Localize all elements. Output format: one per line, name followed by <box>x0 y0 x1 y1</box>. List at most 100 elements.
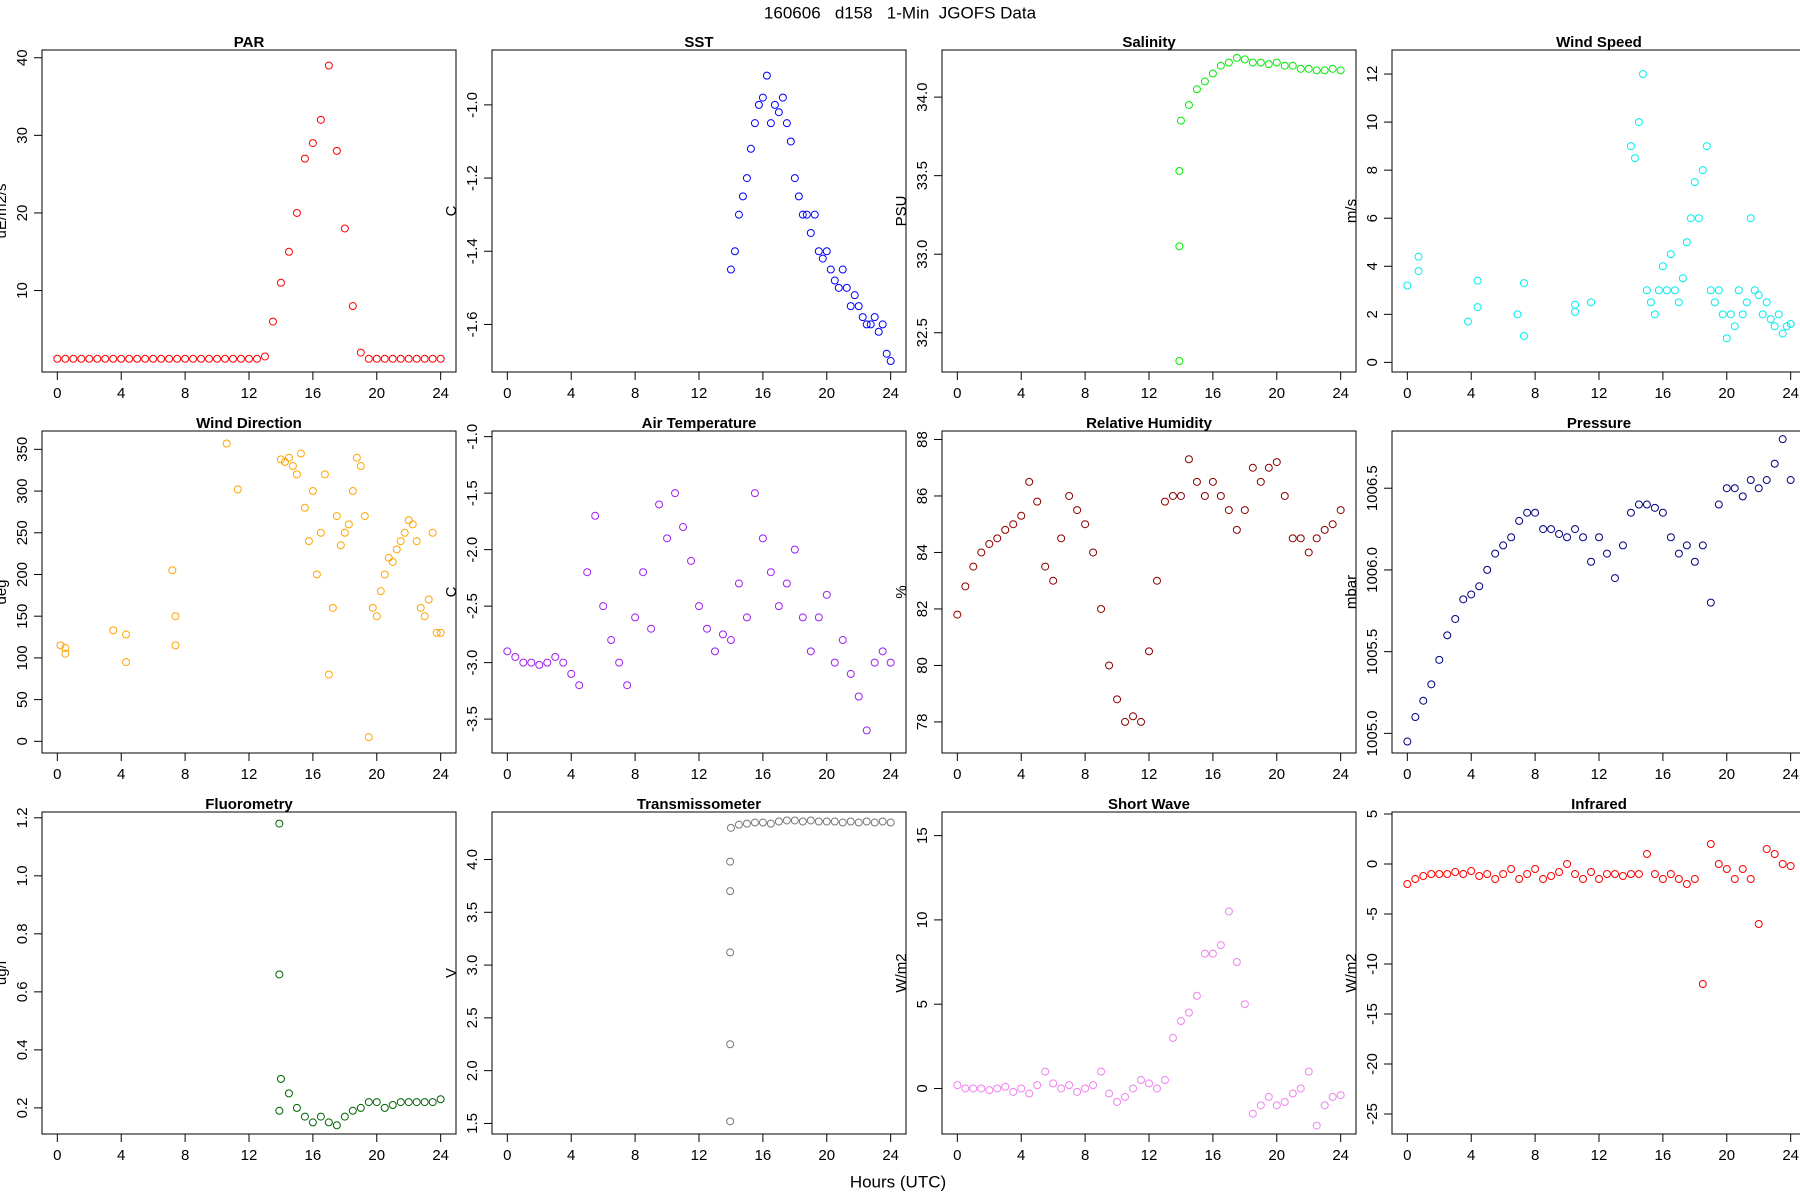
y-tick-label: 1.2 <box>14 807 31 828</box>
data-point <box>1563 860 1572 868</box>
data-point <box>380 570 389 579</box>
y-tick-label: 150 <box>14 604 31 629</box>
data-point <box>1531 508 1540 517</box>
data-point <box>1216 61 1225 70</box>
data-point <box>726 823 735 832</box>
x-tick-label: 8 <box>1081 766 1089 783</box>
data-point <box>1240 55 1249 64</box>
x-tick-label: 8 <box>631 1147 639 1164</box>
x-tick-label: 0 <box>953 766 961 783</box>
data-point <box>1175 242 1184 251</box>
data-point <box>1280 61 1289 70</box>
data-point <box>1706 840 1715 848</box>
data-point <box>1483 565 1492 574</box>
plot-frame <box>41 811 457 1135</box>
y-tick-label: 32.5 <box>914 318 931 347</box>
data-point <box>961 582 970 591</box>
data-point <box>1296 64 1305 73</box>
data-point <box>527 658 536 667</box>
data-point <box>312 570 321 579</box>
data-point <box>886 357 895 366</box>
data-point <box>213 354 222 363</box>
y-tick-label: 15 <box>914 827 931 844</box>
data-point <box>607 636 616 645</box>
x-tick-label: 24 <box>1782 766 1799 783</box>
data-point <box>1734 286 1743 295</box>
x-tick-label: 0 <box>503 766 511 783</box>
data-point <box>1208 949 1217 958</box>
data-point <box>292 1103 301 1112</box>
data-point <box>1009 520 1018 529</box>
data-point <box>316 528 325 537</box>
panel-title: Relative Humidity <box>1086 415 1213 432</box>
data-point <box>1714 500 1723 509</box>
data-point <box>122 630 131 639</box>
panel-title: Fluorometry <box>205 796 293 813</box>
x-tick-label: 20 <box>818 1147 835 1164</box>
data-point <box>364 354 373 363</box>
data-point <box>360 512 369 521</box>
data-point <box>969 562 978 571</box>
data-point <box>1121 717 1130 726</box>
data-point <box>1694 214 1703 223</box>
y-tick-label: 0.2 <box>14 1097 31 1118</box>
data-point <box>171 612 180 621</box>
x-tick-label: 4 <box>1017 766 1025 783</box>
data-point <box>252 354 261 363</box>
y-tick-label: -25 <box>1364 1103 1381 1125</box>
y-tick-label: 8 <box>1364 166 1381 174</box>
data-point <box>1746 875 1755 883</box>
data-point <box>794 192 803 201</box>
data-point <box>300 154 309 163</box>
data-point <box>380 354 389 363</box>
data-point <box>1547 525 1556 534</box>
panel-title: Salinity <box>1122 34 1176 51</box>
data-point <box>862 817 871 826</box>
data-point <box>1280 1097 1289 1106</box>
data-point <box>878 647 887 656</box>
data-point <box>1467 867 1476 875</box>
data-point <box>1670 286 1679 295</box>
data-point <box>420 354 429 363</box>
data-point <box>1025 1089 1034 1098</box>
data-point <box>1774 310 1783 319</box>
panel-title: Wind Direction <box>196 415 302 432</box>
data-point <box>1443 631 1452 640</box>
y-tick-label: 3.0 <box>464 955 481 976</box>
x-tick-label: 12 <box>241 1147 258 1164</box>
data-point <box>1523 870 1532 878</box>
data-point <box>687 556 696 565</box>
data-point <box>1563 533 1572 542</box>
x-tick-label: 0 <box>53 766 61 783</box>
data-point <box>1168 491 1177 500</box>
data-point <box>1507 533 1516 542</box>
data-point <box>85 354 94 363</box>
data-point <box>1571 307 1580 316</box>
y-tick-label: 12 <box>1364 66 1381 83</box>
y-tick-label: 30 <box>14 127 31 144</box>
x-tick-label: 24 <box>1332 1147 1349 1164</box>
data-point <box>583 568 592 577</box>
y-tick-label: 300 <box>14 479 31 504</box>
y-tick-label: 1006.5 <box>1364 465 1381 511</box>
data-point <box>1642 500 1651 509</box>
data-point <box>718 630 727 639</box>
data-point <box>798 210 807 219</box>
data-point <box>802 210 811 219</box>
data-point <box>205 354 214 363</box>
data-point <box>197 354 206 363</box>
data-point <box>125 354 134 363</box>
data-point <box>1674 549 1683 558</box>
data-point <box>404 1098 413 1107</box>
data-point <box>292 470 301 479</box>
data-point <box>1200 77 1209 86</box>
data-point <box>742 613 751 622</box>
data-point <box>1224 58 1233 67</box>
data-point <box>1001 525 1010 534</box>
y-tick-label: -1.2 <box>464 165 481 191</box>
data-point <box>1770 322 1779 331</box>
y-tick-label: 20 <box>14 205 31 222</box>
data-point <box>284 453 293 462</box>
data-point <box>1160 497 1169 506</box>
data-point <box>320 470 329 479</box>
